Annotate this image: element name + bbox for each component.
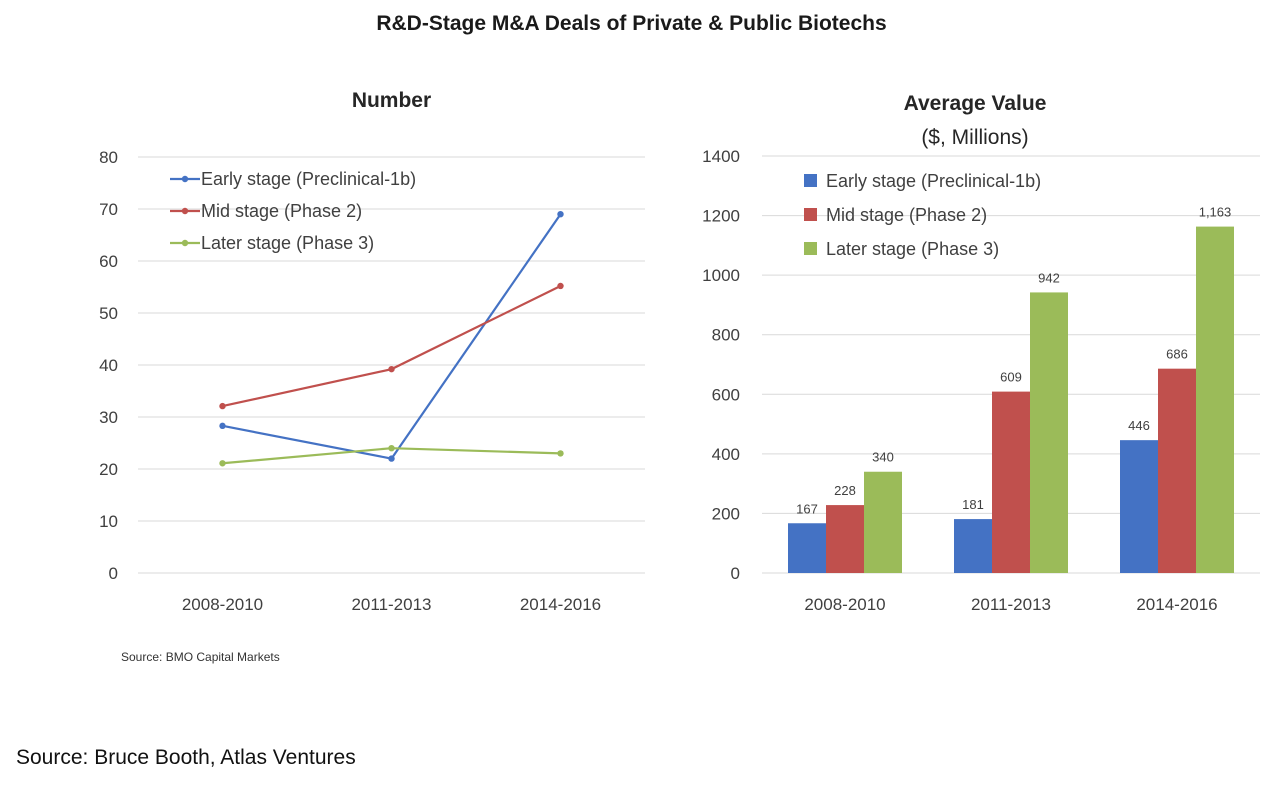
data-label: 228 — [834, 483, 856, 498]
data-point — [219, 460, 226, 467]
bar — [1030, 292, 1068, 573]
y-tick-label: 60 — [99, 252, 118, 271]
chart-subtitle: ($, Millions) — [921, 126, 1028, 149]
y-tick-label: 30 — [99, 408, 118, 427]
legend-swatch — [804, 208, 817, 221]
data-label: 446 — [1128, 418, 1150, 433]
image-source-footer: Source: Bruce Booth, Atlas Ventures — [16, 746, 356, 769]
chart-title: Average Value — [904, 92, 1047, 115]
bar — [826, 505, 864, 573]
data-label: 686 — [1166, 347, 1188, 362]
bar — [992, 391, 1030, 573]
page-title: R&D-Stage M&A Deals of Private & Public … — [376, 12, 887, 35]
bar — [864, 471, 902, 573]
y-tick-label: 10 — [99, 512, 118, 531]
data-label: 1,163 — [1199, 205, 1232, 220]
data-label: 609 — [1000, 370, 1022, 385]
y-tick-label: 1000 — [702, 266, 740, 285]
y-tick-label: 800 — [712, 326, 740, 345]
bar-chart-average-value: Average Value ($, Millions) 0 200 400 600 800 1… — [702, 92, 1260, 614]
x-tick-label: 2008-2010 — [804, 595, 885, 614]
data-point — [219, 422, 226, 430]
x-tick-label: 2014-2016 — [1136, 595, 1217, 614]
y-tick-label: 40 — [99, 356, 118, 375]
legend-label: Later stage (Phase 3) — [826, 239, 999, 259]
legend-marker — [181, 239, 189, 247]
bar — [954, 519, 992, 573]
data-label: 340 — [872, 450, 894, 465]
data-point — [388, 455, 395, 462]
bar — [1196, 226, 1234, 573]
y-tick-label: 1200 — [702, 207, 740, 226]
data-label: 181 — [962, 497, 984, 512]
y-tick-label: 400 — [712, 445, 740, 464]
data-point — [388, 445, 395, 452]
data-point — [557, 450, 564, 457]
x-tick-label: 2008-2010 — [182, 595, 263, 614]
y-tick-label: 200 — [712, 504, 740, 523]
x-tick-label: 2011-2013 — [971, 595, 1051, 614]
data-label: 167 — [796, 501, 818, 516]
legend-label: Mid stage (Phase 2) — [201, 201, 362, 221]
bar — [1158, 368, 1196, 573]
y-tick-label: 80 — [99, 148, 118, 167]
legend-marker — [181, 175, 189, 183]
chart-title: Number — [352, 89, 431, 112]
legend-label: Mid stage (Phase 2) — [826, 205, 987, 225]
legend-swatch — [804, 174, 817, 187]
data-point — [388, 365, 395, 373]
legend-marker — [181, 207, 189, 215]
legend-label: Early stage (Preclinical-1b) — [201, 169, 416, 189]
data-point — [557, 211, 564, 218]
data-point — [557, 282, 564, 290]
y-tick-label: 0 — [731, 564, 740, 583]
y-tick-label: 1400 — [702, 147, 740, 166]
line-chart-number: Number 0 10 20 30 40 50 60 70 80 2008-2010 2011-201… — [99, 89, 645, 614]
y-tick-label: 20 — [99, 460, 118, 479]
x-tick-label: 2011-2013 — [351, 595, 431, 614]
chart-source-note: Source: BMO Capital Markets — [121, 650, 280, 664]
legend-label: Early stage (Preclinical-1b) — [826, 171, 1041, 191]
y-tick-label: 70 — [99, 200, 118, 219]
data-point — [219, 402, 226, 410]
legend-label: Later stage (Phase 3) — [201, 233, 374, 253]
legend-swatch — [804, 242, 817, 255]
x-tick-label: 2014-2016 — [520, 595, 601, 614]
bar — [1120, 440, 1158, 573]
y-tick-label: 0 — [109, 564, 118, 583]
bar — [788, 523, 826, 573]
series-line — [222, 284, 561, 408]
y-tick-label: 50 — [99, 304, 118, 323]
data-label: 942 — [1038, 270, 1060, 285]
y-tick-label: 600 — [712, 385, 740, 404]
